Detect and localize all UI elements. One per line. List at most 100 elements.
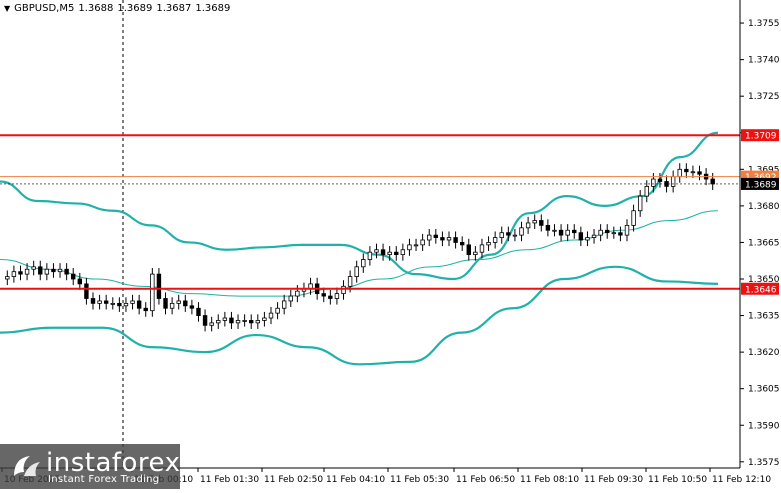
candle-body <box>637 195 643 212</box>
candle-body <box>532 220 537 224</box>
candle-body <box>77 278 83 285</box>
candle-body <box>525 222 531 229</box>
ohlc-high: 1.3689 <box>117 3 153 14</box>
candle-body <box>44 268 50 275</box>
candle-body <box>347 276 353 287</box>
candle-body <box>321 293 326 297</box>
candle-body <box>440 237 445 241</box>
candle-body <box>433 234 439 238</box>
candle-body <box>591 234 597 238</box>
time-tick-label: 11 Feb 12:10 <box>712 475 771 485</box>
candle-body <box>334 293 340 299</box>
logo-tagline: Instant Forex Trading <box>48 474 160 485</box>
candle-body <box>545 224 551 231</box>
ohlc-low: 1.3687 <box>156 3 192 14</box>
bid-price-tag: 1.3689 <box>745 180 777 190</box>
candle-body <box>618 232 623 236</box>
candle-body <box>24 268 30 275</box>
candle-body <box>670 176 676 187</box>
candle-body <box>222 317 228 321</box>
candle-body <box>143 307 148 312</box>
candle-body <box>117 302 122 307</box>
candle-body <box>519 227 524 236</box>
price-tick-label: 1.3605 <box>748 385 780 395</box>
candle-body <box>130 300 135 304</box>
candle-body <box>374 249 379 253</box>
candle-body <box>202 315 208 326</box>
candle-body <box>565 229 570 236</box>
candle-body <box>103 300 109 304</box>
candle-body <box>539 220 544 226</box>
candle-body <box>407 244 412 251</box>
bollinger-middle-line <box>0 210 719 297</box>
instaforex-mark-icon <box>14 456 40 476</box>
candle-body <box>123 302 129 307</box>
plot-area <box>0 0 740 468</box>
price-tick-label: 1.3635 <box>748 312 780 322</box>
candle-body <box>506 232 511 236</box>
time-tick-label: 11 Feb 08:10 <box>520 475 579 485</box>
bollinger-lower-band <box>0 265 719 366</box>
candle-body <box>552 229 557 232</box>
candle-body <box>57 268 63 273</box>
candle-body <box>697 171 702 175</box>
candle-body <box>229 317 234 324</box>
candle-body <box>150 273 155 312</box>
dropdown-triangle-icon[interactable]: ▼ <box>4 4 11 13</box>
support-price-tag: 1.3646 <box>745 285 777 295</box>
candle-body <box>367 251 373 260</box>
candle-body <box>189 305 195 309</box>
candle-body <box>97 300 102 304</box>
candle-body <box>361 259 366 268</box>
price-tick-label: 1.3695 <box>748 165 780 175</box>
candle-body <box>624 224 630 236</box>
candle-body <box>242 320 247 322</box>
candle-body <box>156 273 162 299</box>
time-tick-label: 11 Feb 10:50 <box>648 475 707 485</box>
symbol-header: ▼ GBPUSD,M5 1.3688 1.3689 1.3687 1.3689 <box>4 3 230 14</box>
candle-body <box>420 239 425 246</box>
candle-body <box>176 300 181 304</box>
bollinger-upper-band <box>0 131 719 281</box>
candle-body <box>558 229 564 236</box>
candle-body <box>466 244 471 256</box>
candle-body <box>427 234 432 241</box>
candle-body <box>605 229 610 234</box>
candle-body <box>51 268 56 273</box>
candle-body <box>710 178 715 185</box>
price-tick-label: 1.3650 <box>748 275 780 285</box>
candle-body <box>275 307 280 314</box>
candle-body <box>216 320 221 324</box>
time-tick-label: 11 Feb 09:30 <box>584 475 643 485</box>
price-tick-label: 1.3590 <box>748 421 780 431</box>
ohlc-close: 1.3689 <box>195 3 231 14</box>
candle-body <box>18 271 23 275</box>
price-tick-label: 1.3575 <box>748 458 780 468</box>
support-price-tag-bg <box>741 282 779 295</box>
candle-body <box>262 317 267 321</box>
candle-body <box>328 295 333 299</box>
candle-body <box>453 237 458 243</box>
candle-body <box>209 322 214 326</box>
candle-body <box>11 271 17 277</box>
candle-body <box>486 242 491 246</box>
candle-body <box>64 268 69 275</box>
candle-body <box>295 290 300 297</box>
price-tick-label: 1.3740 <box>748 56 780 66</box>
candle-body <box>90 298 96 304</box>
candle-body <box>512 234 518 237</box>
symbol-label: GBPUSD,M5 <box>14 3 75 14</box>
candle-body <box>183 300 188 307</box>
candle-body <box>196 307 201 316</box>
candle-body <box>281 300 287 309</box>
candle-body <box>163 298 168 309</box>
candle-body <box>235 320 241 324</box>
time-tick-label: 11 Feb 06:50 <box>456 475 515 485</box>
resistance-price-tag-bg <box>741 129 779 142</box>
time-tick-label: 11 Feb 05:30 <box>390 475 449 485</box>
candle-body <box>657 178 663 182</box>
candle-body <box>644 185 649 197</box>
candle-body <box>38 266 43 275</box>
